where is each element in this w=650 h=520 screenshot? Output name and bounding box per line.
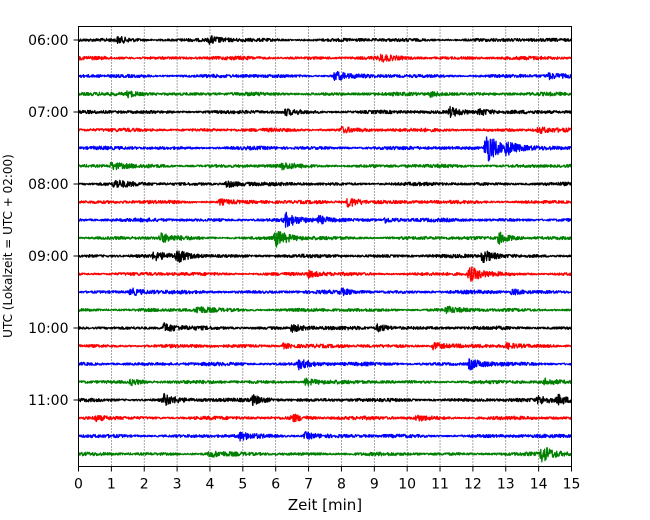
y-axis-ticks: 06:00 07:00 08:00 09:00 10:00 11:00 — [28, 33, 79, 409]
trace-0815 — [78, 197, 573, 208]
trace-1000 — [77, 322, 573, 333]
x-tick-label-7: 7 — [304, 477, 313, 493]
y-tick-label-1: 07:00 — [28, 105, 68, 121]
trace-0745 — [77, 161, 573, 171]
trace-0730 — [78, 136, 573, 162]
trace-0630 — [78, 71, 572, 81]
x-tick-label-9: 9 — [370, 477, 379, 493]
x-tick-label-13: 13 — [497, 477, 515, 493]
trace-0915 — [77, 266, 573, 283]
x-tick-label-6: 6 — [271, 477, 280, 493]
vertical-gridlines — [111, 26, 539, 467]
trace-1100 — [77, 392, 573, 407]
x-tick-label-10: 10 — [398, 477, 416, 493]
plot-frame — [78, 26, 572, 467]
trace-0700 — [78, 105, 573, 119]
y-tick-label-2: 08:00 — [28, 177, 68, 193]
trace-1045 — [77, 377, 572, 387]
y-tick-label-4: 10:00 — [28, 321, 68, 337]
trace-1130 — [77, 431, 573, 442]
trace-0715 — [77, 125, 573, 135]
x-tick-label-4: 4 — [206, 477, 215, 493]
trace-1115 — [77, 413, 573, 423]
x-axis-label: Zeit [min] — [288, 496, 362, 514]
trace-1145 — [77, 447, 573, 463]
trace-0930 — [77, 287, 572, 297]
trace-1030 — [77, 358, 573, 371]
y-tick-label-0: 06:00 — [28, 33, 68, 49]
x-tick-label-11: 11 — [431, 477, 449, 493]
trace-1015 — [78, 341, 573, 351]
y-tick-label-5: 11:00 — [28, 393, 68, 409]
trace-0615 — [77, 53, 572, 63]
seismic-traces — [77, 35, 573, 463]
trace-0845 — [78, 231, 573, 248]
x-tick-label-15: 15 — [563, 477, 581, 493]
y-axis-label: UTC (Lokalzeit = UTC + 02:00) — [1, 154, 15, 338]
x-tick-label-8: 8 — [337, 477, 346, 493]
trace-0900 — [77, 250, 573, 264]
x-tick-label-0: 0 — [74, 477, 83, 493]
x-tick-label-14: 14 — [530, 477, 548, 493]
y-tick-label-3: 09:00 — [28, 249, 68, 265]
x-tick-label-1: 1 — [107, 477, 116, 493]
x-axis-ticks: 0 1 2 3 4 5 6 7 8 9 10 11 12 13 14 15 — [74, 466, 581, 493]
x-tick-label-5: 5 — [238, 477, 247, 493]
trace-0645 — [77, 90, 573, 99]
trace-0600 — [77, 35, 573, 45]
trace-0830 — [77, 211, 572, 228]
x-tick-label-2: 2 — [140, 477, 149, 493]
x-tick-label-3: 3 — [173, 477, 182, 493]
trace-0800 — [78, 179, 572, 189]
x-tick-label-12: 12 — [464, 477, 482, 493]
trace-0945 — [77, 305, 572, 314]
